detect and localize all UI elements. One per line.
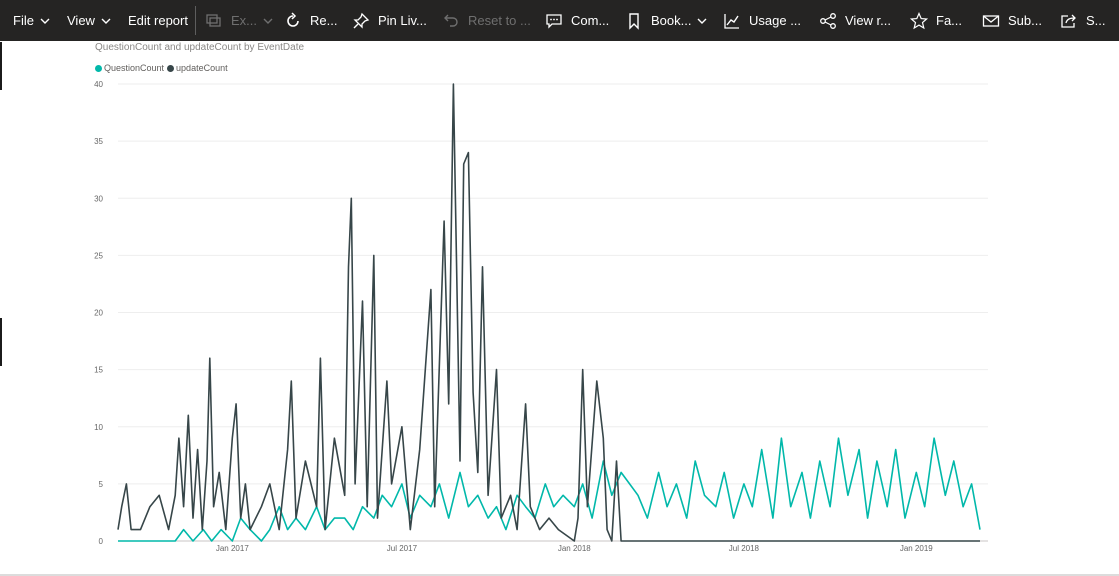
y-tick-label: 25: [94, 251, 103, 260]
legend-label: updateCount: [176, 63, 228, 73]
share-icon: [1060, 12, 1078, 30]
line-chart-icon: [723, 12, 741, 30]
y-tick-label: 5: [99, 480, 104, 489]
y-tick-label: 30: [94, 194, 103, 203]
chart-legend: QuestionCount updateCount: [95, 62, 231, 74]
comments-button[interactable]: Com...: [545, 0, 609, 41]
series-line-QuestionCount: [118, 437, 981, 542]
view-related-button[interactable]: View r...: [819, 0, 891, 41]
bookmarks-label: Book...: [651, 13, 692, 28]
export-button[interactable]: Ex...: [205, 0, 274, 41]
export-label: Ex...: [231, 13, 258, 28]
pin-live-button[interactable]: Pin Liv...: [352, 0, 427, 41]
chevron-down-icon: [696, 15, 708, 27]
file-menu-label: File: [13, 13, 34, 28]
bookmark-icon: [625, 12, 643, 30]
favorite-button[interactable]: Fa...: [910, 0, 962, 41]
refresh-button[interactable]: Re...: [284, 0, 337, 41]
reset-label: Reset to ...: [468, 13, 531, 28]
share-button[interactable]: S...: [1060, 0, 1106, 41]
legend-swatch: [167, 64, 175, 72]
comment-icon: [545, 12, 563, 30]
view-menu[interactable]: View: [67, 0, 112, 41]
related-icon: [819, 12, 837, 30]
y-tick-label: 0: [99, 537, 104, 546]
toolbar: File View Edit report Ex... Re... Pin Li…: [0, 0, 1119, 41]
refresh-label: Re...: [310, 13, 338, 28]
edit-report-button[interactable]: Edit report: [128, 0, 188, 41]
legend-item-update[interactable]: updateCount: [167, 63, 228, 73]
pin-icon: [352, 12, 370, 30]
edit-report-label: Edit report: [128, 13, 188, 28]
y-tick-label: 20: [94, 309, 103, 318]
subscribe-label: Sub...: [1008, 13, 1042, 28]
legend-label: QuestionCount: [104, 63, 165, 73]
x-tick-label: Jan 2017: [216, 544, 249, 553]
share-label: S...: [1086, 13, 1106, 28]
subscribe-button[interactable]: Sub...: [982, 0, 1042, 41]
legend-item-question[interactable]: QuestionCount: [95, 63, 164, 73]
star-icon: [910, 11, 928, 30]
refresh-icon: [284, 11, 302, 30]
page-bottom-border: [0, 574, 1119, 576]
comments-label: Com...: [571, 13, 610, 28]
export-icon: [205, 12, 223, 30]
mail-icon: [982, 12, 1000, 30]
favorite-label: Fa...: [936, 13, 963, 28]
chart-title: QuestionCount and updateCount by EventDa…: [95, 42, 305, 53]
y-tick-label: 15: [94, 366, 103, 375]
view-related-label: View r...: [845, 13, 892, 28]
bookmarks-menu[interactable]: Book...: [625, 0, 708, 41]
series-line-updateCount: [117, 83, 980, 542]
chevron-down-icon: [39, 15, 51, 27]
left-edge-marker: [0, 42, 2, 90]
undo-icon: [442, 12, 460, 30]
pin-live-label: Pin Liv...: [378, 13, 427, 28]
y-tick-label: 40: [94, 80, 103, 89]
reset-button[interactable]: Reset to ...: [442, 0, 531, 41]
left-edge-marker: [0, 318, 2, 366]
toolbar-divider: [195, 6, 196, 35]
x-tick-label: Jul 2017: [387, 544, 418, 553]
y-tick-label: 10: [94, 423, 103, 432]
usage-metrics-button[interactable]: Usage ...: [723, 0, 801, 41]
usage-metrics-label: Usage ...: [749, 13, 802, 28]
file-menu[interactable]: File: [13, 0, 51, 41]
x-tick-label: Jul 2018: [729, 544, 760, 553]
chevron-down-icon: [100, 15, 112, 27]
y-tick-label: 35: [94, 137, 103, 146]
report-canvas: [0, 41, 1119, 576]
view-menu-label: View: [67, 13, 95, 28]
chevron-down-icon: [262, 15, 274, 27]
x-tick-label: Jan 2019: [900, 544, 933, 553]
x-tick-label: Jan 2018: [558, 544, 591, 553]
legend-swatch: [95, 64, 102, 72]
